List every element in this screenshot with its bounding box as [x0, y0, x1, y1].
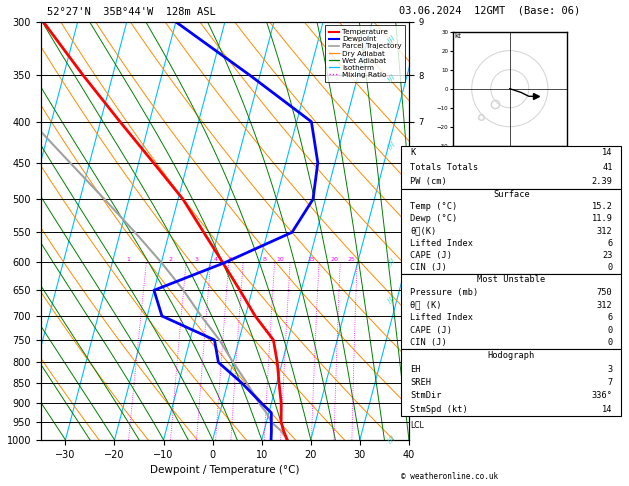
Text: 15: 15 [308, 258, 315, 262]
Text: 336°: 336° [592, 391, 613, 400]
Text: 5: 5 [229, 258, 233, 262]
Text: 23: 23 [602, 251, 613, 260]
Text: 2.39: 2.39 [592, 177, 613, 186]
Text: 0: 0 [608, 326, 613, 335]
Text: 1: 1 [126, 258, 131, 262]
Text: 312: 312 [597, 226, 613, 236]
Text: 52°27'N  35B°44'W  128m ASL: 52°27'N 35B°44'W 128m ASL [47, 7, 216, 17]
Text: 7: 7 [608, 378, 613, 387]
X-axis label: Dewpoint / Temperature (°C): Dewpoint / Temperature (°C) [150, 465, 299, 475]
Text: StmDir: StmDir [410, 391, 442, 400]
FancyBboxPatch shape [401, 189, 621, 274]
Text: 15.2: 15.2 [592, 202, 613, 211]
Text: © weatheronline.co.uk: © weatheronline.co.uk [401, 472, 498, 481]
Text: 8: 8 [262, 258, 266, 262]
Text: θᴇ(K): θᴇ(K) [410, 226, 437, 236]
Text: 2: 2 [169, 258, 172, 262]
Text: 14: 14 [602, 148, 613, 157]
Text: Lifted Index: Lifted Index [410, 313, 473, 322]
Text: 14: 14 [602, 405, 613, 414]
Y-axis label: Mixing Ratio (g/kg): Mixing Ratio (g/kg) [427, 191, 436, 271]
Text: 750: 750 [597, 288, 613, 297]
Text: Totals Totals: Totals Totals [410, 163, 479, 172]
Text: Temp (°C): Temp (°C) [410, 202, 457, 211]
Text: CIN (J): CIN (J) [410, 263, 447, 272]
Text: 41: 41 [602, 163, 613, 172]
Text: 25: 25 [348, 258, 356, 262]
Text: θᴇ (K): θᴇ (K) [410, 300, 442, 310]
Text: CAPE (J): CAPE (J) [410, 326, 452, 335]
Legend: Temperature, Dewpoint, Parcel Trajectory, Dry Adiabat, Wet Adiabat, Isotherm, Mi: Temperature, Dewpoint, Parcel Trajectory… [325, 25, 405, 82]
Text: 4: 4 [214, 258, 218, 262]
Y-axis label: hPa: hPa [0, 222, 1, 240]
Text: Most Unstable: Most Unstable [477, 276, 545, 284]
FancyBboxPatch shape [401, 274, 621, 349]
Text: 6: 6 [608, 313, 613, 322]
Text: ///: /// [387, 74, 396, 83]
FancyBboxPatch shape [401, 349, 621, 416]
Text: 3: 3 [194, 258, 199, 262]
Text: CAPE (J): CAPE (J) [410, 251, 452, 260]
Text: 3: 3 [608, 364, 613, 374]
Text: ///: /// [387, 258, 396, 267]
Text: ///: /// [387, 141, 396, 150]
Text: Dewp (°C): Dewp (°C) [410, 214, 457, 224]
Text: ///: /// [387, 35, 396, 44]
Text: 0: 0 [608, 263, 613, 272]
Text: 03.06.2024  12GMT  (Base: 06): 03.06.2024 12GMT (Base: 06) [399, 5, 581, 16]
Text: K: K [410, 148, 415, 157]
Text: 10: 10 [277, 258, 284, 262]
Text: Pressure (mb): Pressure (mb) [410, 288, 479, 297]
Text: kt: kt [455, 34, 462, 39]
Text: 11.9: 11.9 [592, 214, 613, 224]
Text: LCL: LCL [411, 421, 424, 430]
Text: 20: 20 [330, 258, 338, 262]
FancyBboxPatch shape [401, 146, 621, 189]
Text: SREH: SREH [410, 378, 431, 387]
Text: 312: 312 [597, 300, 613, 310]
Text: 6: 6 [608, 239, 613, 248]
Text: EH: EH [410, 364, 421, 374]
Text: Hodograph: Hodograph [487, 351, 535, 360]
Text: Lifted Index: Lifted Index [410, 239, 473, 248]
Text: CIN (J): CIN (J) [410, 338, 447, 347]
Text: ///: /// [387, 295, 396, 304]
Text: 0: 0 [608, 338, 613, 347]
Text: StmSpd (kt): StmSpd (kt) [410, 405, 468, 414]
Text: ///: /// [387, 435, 396, 445]
Text: Surface: Surface [493, 190, 530, 199]
Text: PW (cm): PW (cm) [410, 177, 447, 186]
